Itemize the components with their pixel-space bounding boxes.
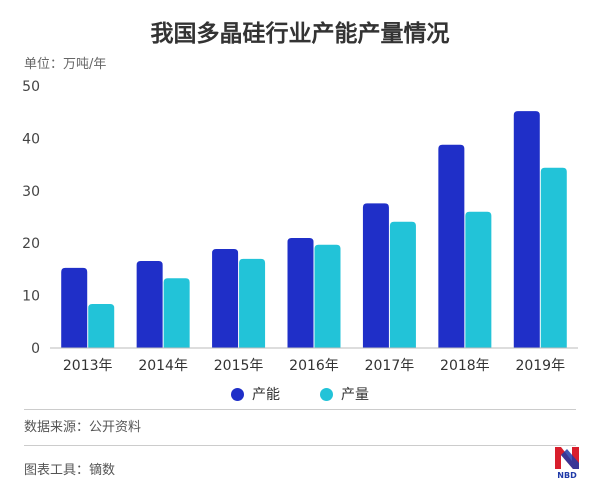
x-tick-label: 2018年 — [440, 358, 490, 374]
bar-output-2019年 — [540, 167, 567, 348]
source-label: 数据来源：公开资料 — [24, 420, 142, 435]
tool-label: 图表工具：镝数 — [24, 463, 116, 478]
divider-top — [24, 409, 576, 410]
bars — [61, 111, 567, 348]
x-tick-label: 2015年 — [214, 358, 264, 374]
y-tick-label: 40 — [22, 131, 40, 147]
legend-output-label: 产量 — [341, 387, 369, 403]
x-tick-label: 2013年 — [63, 358, 113, 374]
bar-output-2016年 — [314, 244, 341, 348]
bar-capacity-2017年 — [362, 203, 389, 348]
bar-output-2014年 — [163, 278, 190, 348]
bar-output-2013年 — [88, 303, 115, 348]
nbd-logo: NBD — [555, 447, 579, 480]
y-axis: 0 10 20 30 40 50 — [22, 79, 40, 357]
legend-capacity-label: 产能 — [252, 387, 280, 403]
legend-capacity-dot — [231, 387, 244, 401]
bar-capacity-2018年 — [438, 144, 465, 348]
y-tick-label: 20 — [22, 236, 40, 252]
x-tick-label: 2014年 — [138, 358, 188, 374]
x-tick-label: 2017年 — [365, 358, 415, 374]
legend-item-capacity: 产能 — [231, 384, 280, 404]
divider-bottom — [24, 445, 576, 446]
y-tick-label: 30 — [22, 184, 40, 200]
bar-output-2018年 — [465, 211, 492, 348]
chart-title: 我国多晶硅行业产能产量情况 — [150, 21, 450, 47]
legend-item-output: 产量 — [320, 384, 369, 404]
legend-output-dot — [320, 387, 333, 401]
x-axis: 2013年 2014年 2015年 2016年 2017年 2018年 2019年 — [50, 347, 578, 374]
y-tick-label: 0 — [31, 341, 40, 357]
bar-capacity-2015年 — [212, 248, 239, 348]
x-tick-label: 2019年 — [515, 358, 565, 374]
x-tick-label: 2016年 — [289, 358, 339, 374]
y-tick-label: 50 — [22, 79, 40, 95]
bar-capacity-2016年 — [287, 237, 314, 348]
logo-text: NBD — [557, 471, 577, 480]
y-tick-label: 10 — [22, 289, 40, 305]
bar-capacity-2013年 — [61, 267, 88, 348]
bar-output-2015年 — [239, 258, 266, 348]
legend: 产能 产量 — [0, 384, 600, 404]
unit-label: 单位：万吨/年 — [24, 57, 107, 72]
bar-capacity-2014年 — [136, 261, 163, 348]
bar-output-2017年 — [389, 221, 416, 348]
bar-capacity-2019年 — [513, 111, 540, 348]
